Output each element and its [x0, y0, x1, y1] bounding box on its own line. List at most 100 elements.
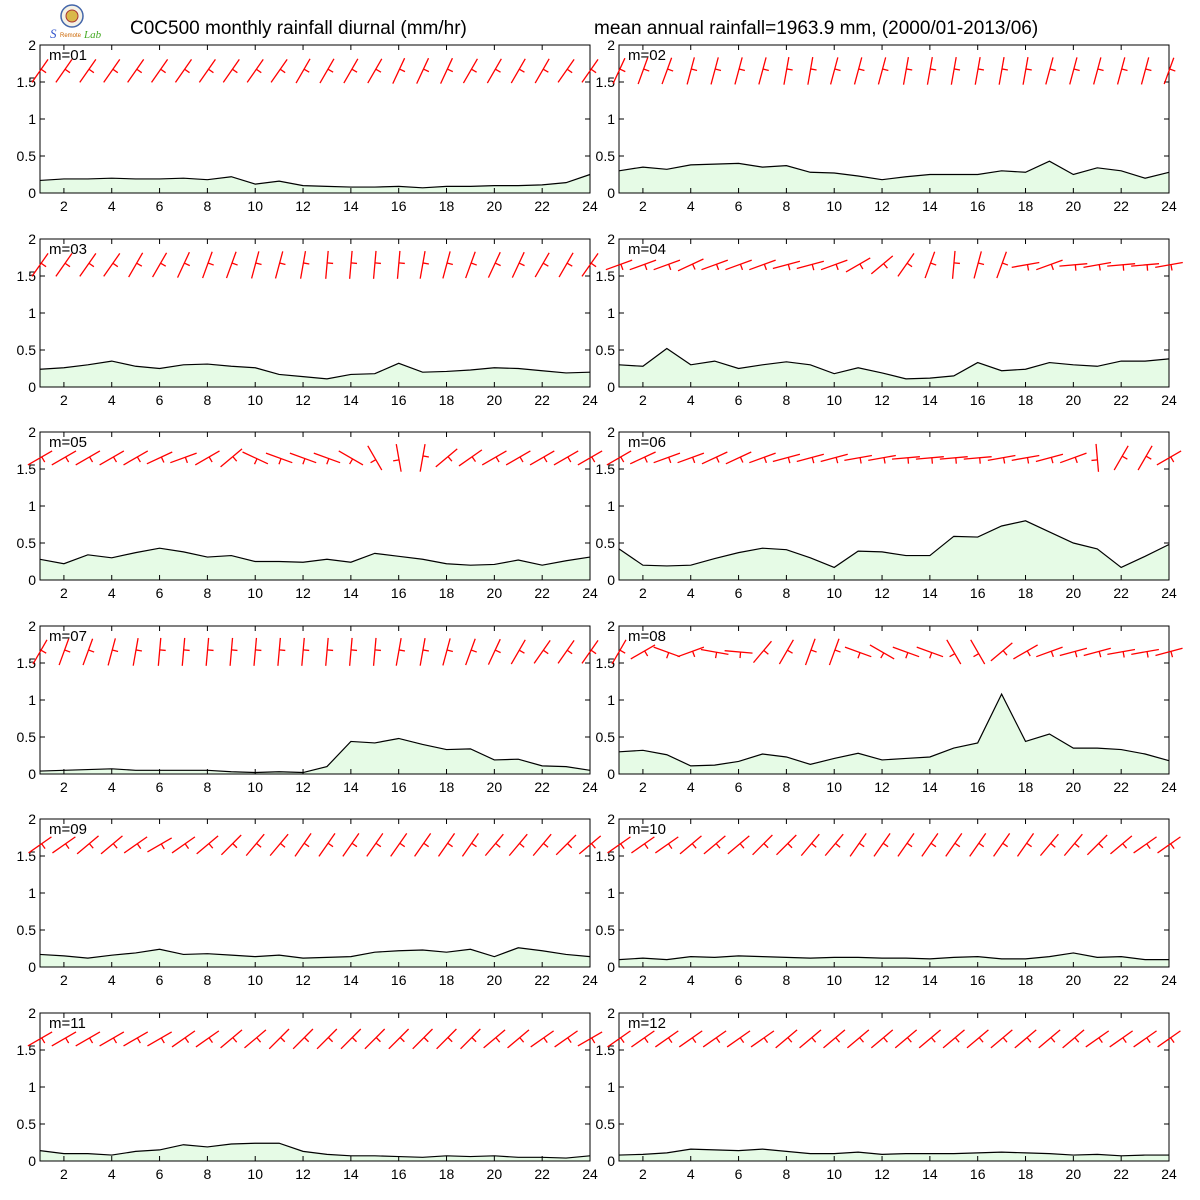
wind-barb-shaft: [677, 452, 705, 464]
wind-barb-flag: [1170, 456, 1175, 463]
y-tick-label: 2: [607, 231, 615, 247]
x-tick-label: 22: [534, 392, 550, 408]
wind-barb: [945, 833, 963, 857]
y-tick-label: 0: [607, 1153, 615, 1169]
y-tick-label: 1: [607, 1079, 615, 1095]
wind-barb: [1085, 1030, 1110, 1048]
rainfall-area: [619, 348, 1169, 387]
wind-barb: [678, 1030, 703, 1048]
wind-barb-shaft: [653, 259, 681, 271]
wind-barb: [1116, 57, 1128, 85]
wind-barb: [558, 252, 574, 278]
wind-barb-flag: [811, 264, 815, 271]
wind-barb-shaft: [845, 257, 871, 273]
wind-barb-flag: [159, 649, 166, 652]
wind-barb-flag: [906, 1037, 912, 1043]
x-tick-label: 8: [782, 972, 790, 988]
svg-text:Remote: Remote: [60, 33, 82, 39]
wind-barb: [677, 452, 705, 464]
wind-barb-shaft: [679, 835, 702, 855]
wind-barb-shaft: [605, 259, 633, 271]
wind-barb: [51, 450, 77, 466]
wind-barb-shaft: [51, 1031, 77, 1047]
wind-barb-flag: [835, 457, 839, 464]
wind-barb-flag: [1073, 68, 1080, 72]
x-tick-label: 8: [203, 392, 211, 408]
panel-m=05: 00.511.522 4 6 8 10 12 14 16 18 20 22 24m=05: [17, 424, 603, 601]
wind-barb-flag: [184, 262, 191, 267]
wind-barb: [1036, 646, 1063, 658]
wind-barb-flag: [668, 456, 672, 464]
wind-barb-shaft: [51, 450, 77, 466]
wind-barb-flag: [835, 1037, 841, 1043]
wind-barb-flag: [423, 1037, 429, 1043]
wind-barb-shaft: [710, 57, 719, 85]
wind-barb-shaft: [294, 833, 312, 857]
wind-barb-flag: [715, 456, 720, 463]
rainfall-area: [40, 548, 590, 580]
wind-barb: [436, 1028, 457, 1050]
wind-barb-shaft: [270, 59, 288, 83]
wind-barb: [734, 57, 746, 85]
wind-barb-flag: [422, 455, 429, 458]
x-tick-label: 10: [247, 779, 263, 795]
x-tick-label: 18: [439, 779, 455, 795]
wind-barb-shaft: [75, 1031, 101, 1047]
wind-barb: [28, 836, 52, 854]
wind-barb-shaft: [553, 450, 579, 466]
wind-barb-shaft: [702, 1030, 727, 1048]
wind-barb-flag: [1074, 842, 1080, 848]
wind-barb: [725, 451, 752, 465]
wind-barb-shaft: [611, 639, 627, 665]
y-tick-label: 2: [28, 37, 36, 53]
wind-barb: [897, 833, 915, 857]
x-tick-label: 2: [60, 779, 68, 795]
wind-barb-flag: [112, 456, 118, 463]
wind-barb: [921, 833, 939, 857]
x-tick-label: 12: [295, 779, 311, 795]
wind-barb-flag: [494, 649, 501, 654]
y-tick-label: 2: [607, 1005, 615, 1021]
x-tick-label: 18: [1018, 1166, 1034, 1182]
wind-barb-flag: [88, 456, 94, 463]
wind-barb-shaft: [338, 450, 364, 466]
wind-barb-shaft: [277, 637, 281, 666]
wind-barb-shaft: [677, 258, 704, 272]
wind-barb-flag: [231, 649, 238, 652]
wind-barb-flag: [787, 843, 793, 849]
wind-barb: [926, 56, 937, 85]
x-tick-label: 18: [439, 972, 455, 988]
wind-barb: [946, 639, 962, 665]
y-tick-label: 0: [28, 185, 36, 201]
rainfall-area: [619, 694, 1169, 774]
wind-barb-flag: [882, 842, 889, 848]
wind-barb-shaft: [969, 833, 987, 857]
wind-barb: [318, 833, 336, 857]
wind-barb-flag: [739, 652, 742, 659]
wind-barb-flag: [566, 68, 573, 74]
wind-barb-flag: [1091, 459, 1098, 462]
wind-barb-shaft: [877, 57, 887, 85]
wind-barb-shaft: [176, 251, 190, 278]
x-tick-label: 20: [1066, 198, 1082, 214]
x-tick-label: 6: [735, 1166, 743, 1182]
x-tick-label: 8: [203, 585, 211, 601]
wind-barb: [987, 454, 1016, 464]
x-tick-label: 4: [108, 1166, 116, 1182]
wind-barb-shaft: [147, 1031, 173, 1047]
y-tick-label: 0: [607, 379, 615, 395]
wind-barb-flag: [160, 1037, 165, 1044]
wind-barb-shaft: [253, 637, 258, 666]
wind-barb-flag: [954, 1037, 960, 1043]
wind-barb: [174, 59, 193, 83]
wind-barb-flag: [1169, 68, 1176, 72]
wind-barb: [823, 1029, 846, 1049]
y-tick-label: 2: [28, 811, 36, 827]
wind-barb-flag: [858, 842, 865, 848]
wind-barb-flag: [738, 68, 746, 72]
wind-barb-flag: [112, 843, 118, 849]
wind-barb-flag: [256, 842, 262, 848]
wind-barb-flag: [715, 263, 720, 271]
wind-barb: [974, 56, 985, 85]
x-tick-label: 10: [826, 972, 842, 988]
